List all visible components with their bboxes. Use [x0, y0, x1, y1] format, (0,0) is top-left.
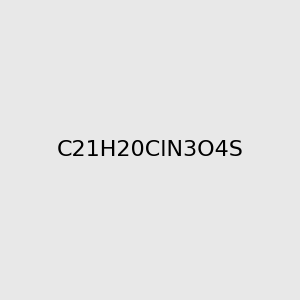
Text: C21H20ClN3O4S: C21H20ClN3O4S — [57, 140, 243, 160]
